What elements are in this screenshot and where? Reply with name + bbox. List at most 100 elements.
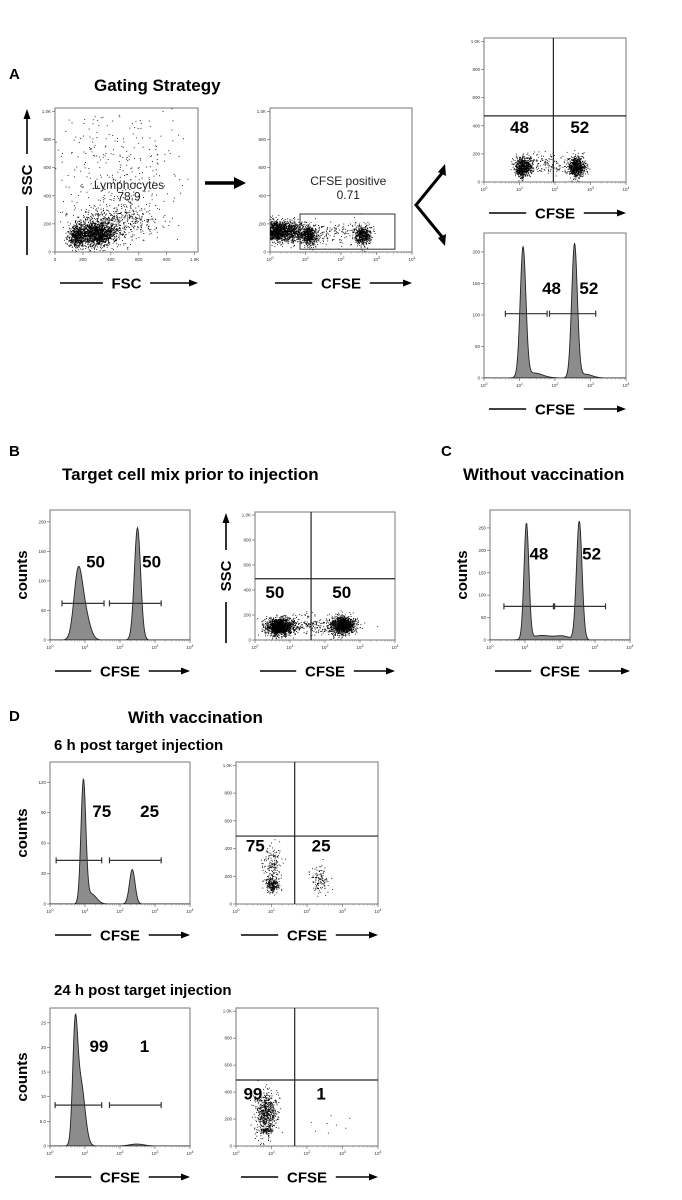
event-dot (112, 181, 114, 183)
event-dot (96, 178, 98, 180)
event-dot (293, 237, 295, 238)
event-dot (294, 232, 296, 234)
event-dot (274, 231, 276, 233)
event-dot (90, 237, 92, 239)
event-dot (97, 229, 99, 231)
event-dot (99, 250, 101, 252)
event-dot (76, 227, 78, 229)
event-dot (110, 237, 112, 239)
event-dot (101, 244, 102, 246)
event-dot (300, 222, 302, 224)
event-dot (285, 221, 287, 222)
event-dot (281, 221, 283, 223)
event-dot (297, 240, 299, 242)
event-dot (267, 235, 268, 236)
event-dot (96, 242, 98, 244)
event-dot (268, 234, 269, 235)
event-dot (273, 233, 275, 235)
event-dot (106, 244, 108, 246)
event-dot (130, 202, 132, 204)
event-dot (105, 239, 107, 240)
event-dot (267, 239, 268, 240)
event-dot (156, 159, 158, 160)
event-dot (135, 210, 137, 212)
event-dot (88, 244, 90, 246)
event-dot (315, 236, 317, 238)
event-dot (76, 223, 77, 225)
event-dot (310, 236, 312, 238)
event-dot (268, 241, 269, 242)
event-dot (76, 229, 78, 231)
event-dot (93, 155, 95, 156)
event-dot (288, 231, 290, 233)
event-dot (146, 224, 148, 226)
event-dot (107, 218, 109, 220)
event-dot (55, 168, 57, 170)
event-dot (93, 241, 95, 242)
event-dot (79, 242, 81, 244)
event-dot (94, 236, 96, 238)
event-dot (268, 225, 269, 226)
event-dot (131, 224, 133, 226)
event-dot (73, 236, 75, 238)
event-dot (279, 225, 281, 227)
event-dot (84, 238, 86, 239)
event-dot (253, 230, 254, 231)
event-dot (141, 177, 143, 179)
event-dot (306, 245, 308, 247)
event-dot (95, 220, 97, 222)
event-dot (290, 247, 292, 249)
event-dot (74, 237, 76, 239)
event-dot (276, 222, 278, 224)
event-dot (97, 231, 99, 233)
event-dot (72, 230, 73, 231)
event-dot (279, 229, 281, 231)
event-dot (293, 229, 295, 231)
event-dot (263, 232, 264, 233)
event-dot (89, 235, 91, 237)
event-dot (74, 240, 75, 242)
event-dot (127, 246, 129, 248)
event-dot (284, 240, 285, 242)
event-dot (118, 198, 119, 199)
panel-title-c: Without vaccination (463, 465, 625, 484)
event-dot (261, 233, 262, 234)
event-dot (132, 209, 134, 211)
event-dot (108, 239, 110, 240)
event-dot (74, 233, 76, 235)
event-dot (314, 244, 316, 246)
event-dot (301, 222, 303, 224)
event-dot (84, 229, 86, 230)
event-dot (265, 227, 266, 228)
event-dot (282, 233, 284, 234)
event-dot (84, 228, 86, 230)
event-dot (90, 215, 92, 217)
event-dot (118, 217, 120, 219)
event-dot (72, 239, 74, 241)
event-dot (117, 220, 119, 222)
event-dot (69, 234, 71, 235)
event-dot (67, 175, 69, 176)
event-dot (106, 223, 108, 225)
event-dot (142, 213, 143, 215)
event-dot (105, 214, 106, 216)
event-dot (283, 234, 285, 236)
event-dot (288, 234, 290, 235)
event-dot (263, 227, 264, 228)
event-dot (104, 236, 106, 237)
event-dot (313, 239, 315, 241)
event-dot (81, 227, 83, 229)
event-dot (278, 226, 280, 228)
event-dot (77, 233, 79, 235)
event-dot (309, 239, 311, 241)
event-dot (278, 226, 280, 227)
event-dot (105, 229, 107, 231)
event-dot (127, 226, 129, 228)
event-dot (283, 220, 285, 221)
event-dot (116, 233, 118, 234)
event-dot (272, 230, 274, 232)
event-dot (267, 235, 268, 236)
event-dot (178, 134, 180, 136)
event-dot (275, 229, 276, 230)
event-dot (261, 230, 262, 231)
